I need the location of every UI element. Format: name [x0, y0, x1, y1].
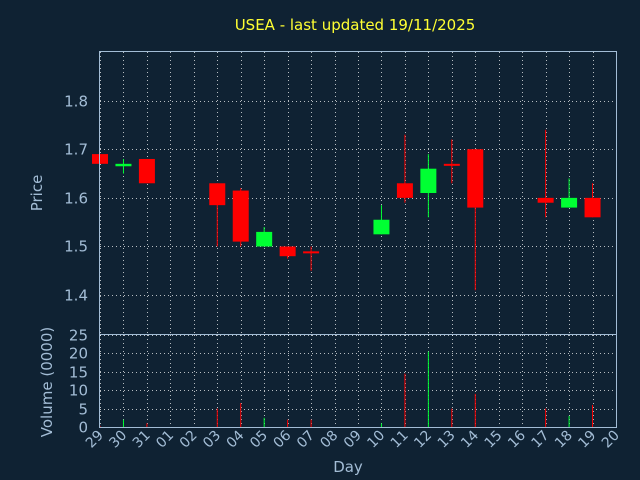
chart-title: USEA - last updated 19/11/2025	[235, 16, 476, 34]
candle-body	[373, 219, 390, 235]
price-candle	[303, 246, 320, 271]
x-tick-label: 30	[106, 428, 130, 452]
candle-body	[420, 168, 437, 193]
x-tick-label: 04	[224, 427, 248, 451]
price-candle	[373, 205, 390, 235]
x-tick-label: 16	[505, 427, 529, 451]
price-axis-label: Price	[28, 175, 46, 212]
price-candle	[232, 188, 249, 247]
x-tick-label: 20	[599, 428, 623, 452]
price-candle	[443, 139, 460, 184]
price-candle	[138, 158, 155, 184]
price-candle	[537, 129, 554, 218]
price-y-tick-label: 1.4	[64, 287, 88, 305]
x-tick-label: 02	[177, 428, 201, 452]
volume-axis-label: Volume (0000)	[38, 327, 56, 437]
price-y-ticks: 1.4 1.5 1.6 1.7 1.8	[64, 93, 88, 305]
x-tick-label: 01	[153, 428, 177, 452]
volume-panel-frame	[99, 334, 617, 428]
volume-y-tick-label: 25	[69, 327, 88, 345]
candle-body	[209, 183, 226, 206]
price-candles	[92, 129, 601, 291]
volume-y-tick-label: 10	[69, 382, 88, 400]
candle-body	[256, 231, 273, 247]
price-candle	[396, 134, 413, 203]
price-y-tick-label: 1.8	[64, 93, 88, 111]
candle-body	[443, 163, 460, 166]
x-tick-label: 15	[482, 428, 506, 452]
candle-body	[537, 197, 554, 203]
candle-body	[584, 197, 601, 218]
x-axis-label: Day	[333, 458, 363, 476]
volume-bars	[99, 351, 594, 427]
x-tick-label: 14	[458, 427, 482, 451]
candle-body	[138, 158, 155, 184]
candle-body	[396, 183, 413, 198]
volume-y-tick-label: 5	[78, 401, 88, 419]
x-tick-label: 11	[388, 428, 412, 452]
x-tick-label: 10	[364, 428, 388, 452]
price-candle	[279, 246, 296, 259]
candle-body	[232, 190, 249, 242]
candle-body	[561, 197, 578, 208]
price-y-tick-label: 1.7	[64, 141, 88, 159]
x-tick-label: 08	[317, 428, 341, 452]
candle-body	[467, 149, 484, 208]
volume-y-tick-label: 20	[69, 345, 88, 363]
price-candle	[420, 154, 437, 218]
x-tick-label: 17	[529, 428, 553, 452]
price-candle	[209, 183, 226, 247]
x-tick-label: 13	[435, 428, 459, 452]
price-candle	[584, 183, 601, 218]
price-candle	[561, 178, 578, 208]
x-tick-label: 03	[200, 428, 224, 452]
volume-y-tick-label: 15	[69, 364, 88, 382]
price-candle	[467, 149, 484, 291]
x-tick-label: 09	[341, 428, 365, 452]
price-y-tick-label: 1.6	[64, 190, 88, 208]
x-tick-label: 12	[411, 428, 435, 452]
x-tick-label: 07	[294, 428, 318, 452]
candle-body	[303, 251, 320, 254]
price-candle	[115, 158, 132, 174]
price-grid	[100, 52, 617, 334]
price-candle	[256, 227, 273, 247]
x-tick-label: 31	[130, 428, 154, 452]
x-tick-label: 05	[247, 428, 271, 452]
candle-body	[115, 163, 132, 167]
volume-y-tick-label: 0	[78, 419, 88, 437]
x-tick-label: 06	[271, 427, 295, 451]
x-ticks: 29 30 31 01 02 03 04 05 06 07 08 09 10 11 12 13 14 15 16 17…	[83, 427, 623, 451]
x-tick-label: 19	[575, 428, 599, 452]
price-y-tick-label: 1.5	[64, 238, 88, 256]
volume-grid	[100, 335, 617, 428]
x-tick-label: 18	[552, 428, 576, 452]
candle-body	[279, 246, 296, 257]
